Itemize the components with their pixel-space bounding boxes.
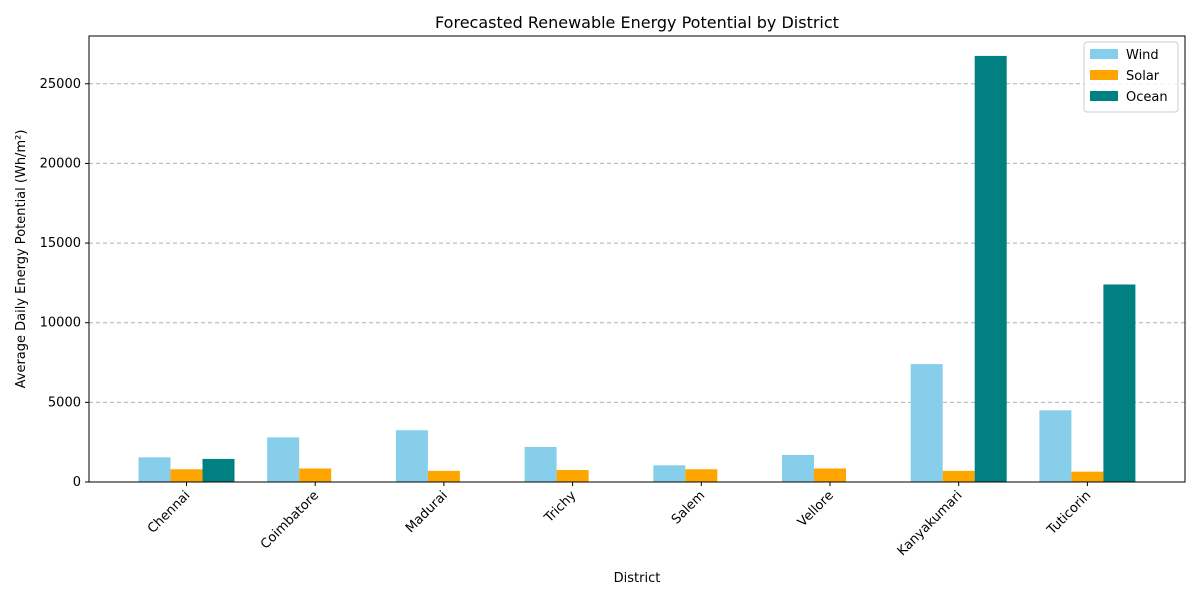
bar-wind-vellore: [782, 454, 814, 482]
y-tick-layer: 0 5000 10000 15000 20000 25000: [40, 77, 89, 490]
legend-swatch-solar: [1090, 70, 1118, 80]
bar-solar-madurai: [427, 470, 460, 482]
bar-wind-coimbatore: [267, 437, 300, 482]
bar-solar-coimbatore: [299, 468, 332, 482]
legend-label-solar: Solar: [1126, 69, 1160, 84]
legend-swatch-ocean: [1090, 91, 1118, 101]
bar-ocean-kanyakumari: [974, 55, 1007, 483]
bar-wind-kanyakumari: [910, 364, 943, 482]
y-tick-label: 20000: [40, 156, 81, 171]
bar-layer: [138, 55, 1136, 483]
legend: Wind Solar Ocean: [1083, 41, 1179, 113]
y-tick-label: 5000: [48, 395, 81, 410]
bar-wind-madurai: [395, 430, 428, 482]
y-tick-label: 0: [73, 475, 81, 490]
y-tick-label: 25000: [40, 77, 81, 92]
legend-label-ocean: Ocean: [1126, 90, 1168, 105]
bar-wind-trichy: [524, 446, 557, 482]
x-axis-label: District: [614, 571, 661, 586]
legend-label-wind: Wind: [1126, 48, 1159, 63]
chart-title: Forecasted Renewable Energy Potential by…: [435, 13, 839, 32]
bar-solar-chennai: [170, 469, 203, 482]
bar-ocean-chennai: [202, 458, 235, 482]
plot-frame: [88, 35, 1186, 483]
bar-solar-trichy: [556, 470, 589, 482]
bar-solar-kanyakumari: [942, 470, 975, 482]
bar-wind-tuticorin: [1039, 410, 1072, 482]
bar-solar-tuticorin: [1071, 471, 1104, 482]
y-tick-label: 15000: [40, 236, 81, 251]
legend-swatch-wind: [1090, 49, 1118, 59]
y-tick-label: 10000: [40, 316, 81, 331]
bar-solar-salem: [685, 469, 718, 482]
bar-wind-salem: [653, 465, 686, 482]
bar-wind-chennai: [138, 457, 171, 482]
bar-solar-vellore: [814, 468, 846, 482]
bar-ocean-tuticorin: [1103, 284, 1136, 482]
y-axis-label: Average Daily Energy Potential (Wh/m²): [14, 130, 29, 389]
